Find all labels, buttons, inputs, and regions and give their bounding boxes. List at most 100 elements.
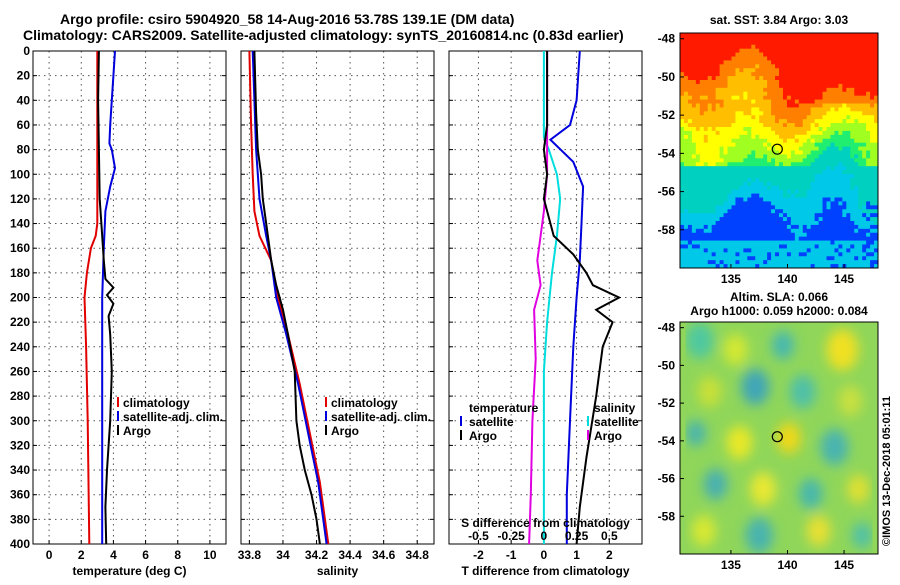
- sst-cell: [842, 205, 847, 210]
- sst-cell: [680, 217, 685, 222]
- sst-cell: [854, 150, 859, 155]
- sst-cell: [854, 240, 859, 245]
- sst-cell: [802, 181, 808, 187]
- sst-cell: [775, 150, 780, 155]
- sst-cell: [786, 185, 792, 191]
- sst-cell: [782, 107, 788, 112]
- sst-cell: [735, 185, 740, 191]
- sst-cell: [747, 44, 752, 50]
- sst-cell: [806, 44, 812, 50]
- sst-cell: [786, 115, 792, 120]
- sst-cell: [715, 130, 720, 136]
- sst-cell: [695, 52, 701, 57]
- sst-cell: [810, 33, 816, 38]
- sst-cell: [850, 130, 855, 136]
- sst-cell: [687, 174, 693, 179]
- sst-cell: [802, 154, 808, 159]
- sst-cell: [862, 236, 867, 241]
- sst-cell: [743, 44, 748, 50]
- sst-cell: [790, 177, 796, 183]
- sst-cell: [874, 134, 878, 140]
- sst-cell: [747, 260, 752, 265]
- sst-cell: [850, 40, 855, 46]
- sst-cell: [687, 64, 693, 69]
- sst-cell: [680, 56, 685, 61]
- sst-cell: [846, 40, 851, 46]
- sst-cell: [755, 111, 760, 116]
- sst-cell: [731, 174, 736, 179]
- sst-cell: [850, 236, 855, 241]
- sst-cell: [759, 256, 764, 261]
- sst-cell: [763, 44, 768, 50]
- sst-cell: [802, 244, 808, 249]
- sst-cell: [680, 119, 685, 124]
- x-axis-label: salinity: [317, 564, 359, 578]
- sst-cell: [786, 181, 792, 187]
- sst-cell: [858, 99, 863, 104]
- sst-cell: [727, 95, 732, 100]
- sla-blob: [838, 385, 863, 417]
- sst-cell: [687, 130, 693, 136]
- sst-cell: [834, 72, 839, 77]
- sst-cell: [703, 244, 709, 249]
- sst-cell: [747, 248, 752, 253]
- sst-cell: [786, 52, 792, 57]
- sst-cell: [838, 189, 843, 194]
- sst-cell: [822, 64, 827, 69]
- sst-cell: [810, 264, 816, 268]
- sst-cell: [707, 130, 713, 136]
- sst-cell: [794, 158, 800, 163]
- sst-cell: [870, 87, 875, 93]
- sst-cell: [703, 68, 709, 73]
- sst-cell: [759, 236, 764, 241]
- sst-cell: [743, 228, 748, 234]
- sst-cell: [695, 33, 701, 38]
- sst-cell: [802, 150, 808, 155]
- sst-cell: [683, 87, 689, 93]
- sst-cell: [822, 228, 827, 234]
- legend-heading: temperature: [469, 401, 539, 415]
- sst-cell: [858, 240, 863, 245]
- sst-cell: [739, 36, 744, 42]
- x-axis-label: T difference from climatology: [461, 564, 629, 578]
- sst-cell: [735, 240, 740, 245]
- sst-cell: [782, 197, 788, 202]
- sst-cell: [786, 154, 792, 159]
- sst-cell: [822, 240, 827, 245]
- sst-cell: [846, 166, 851, 171]
- sst-cell: [806, 127, 812, 132]
- sst-cell: [854, 127, 859, 132]
- sst-cell: [727, 260, 732, 265]
- sst-cell: [715, 264, 720, 268]
- sst-cell: [814, 107, 819, 112]
- sst-cell: [723, 130, 728, 136]
- sst-cell: [707, 248, 713, 253]
- sst-cell: [830, 244, 835, 249]
- sst-cell: [854, 91, 859, 97]
- sst-cell: [771, 213, 776, 218]
- sst-cell: [680, 166, 685, 171]
- sst-cell: [794, 95, 800, 100]
- sst-cell: [727, 236, 732, 241]
- legend-heading: salinity: [594, 401, 636, 415]
- sst-cell: [846, 158, 851, 163]
- sst-cell: [731, 228, 736, 234]
- legend-label: Argo: [469, 429, 497, 443]
- sst-cell: [846, 256, 851, 261]
- sst-cell: [759, 99, 764, 104]
- sst-cell: [715, 232, 720, 238]
- sst-cell: [858, 83, 863, 89]
- sst-cell: [747, 64, 752, 69]
- sst-cell: [703, 197, 709, 202]
- sst-cell: [842, 201, 847, 206]
- sst-cell: [802, 185, 808, 191]
- sst-cell: [866, 150, 871, 155]
- sst-cell: [854, 162, 859, 167]
- sst-cell: [794, 248, 800, 253]
- sst-cell: [759, 197, 764, 202]
- sst-cell: [806, 201, 812, 206]
- sst-cell: [838, 170, 843, 175]
- sst-cell: [846, 83, 851, 89]
- sst-cell: [814, 130, 819, 136]
- sst-cell: [755, 174, 760, 179]
